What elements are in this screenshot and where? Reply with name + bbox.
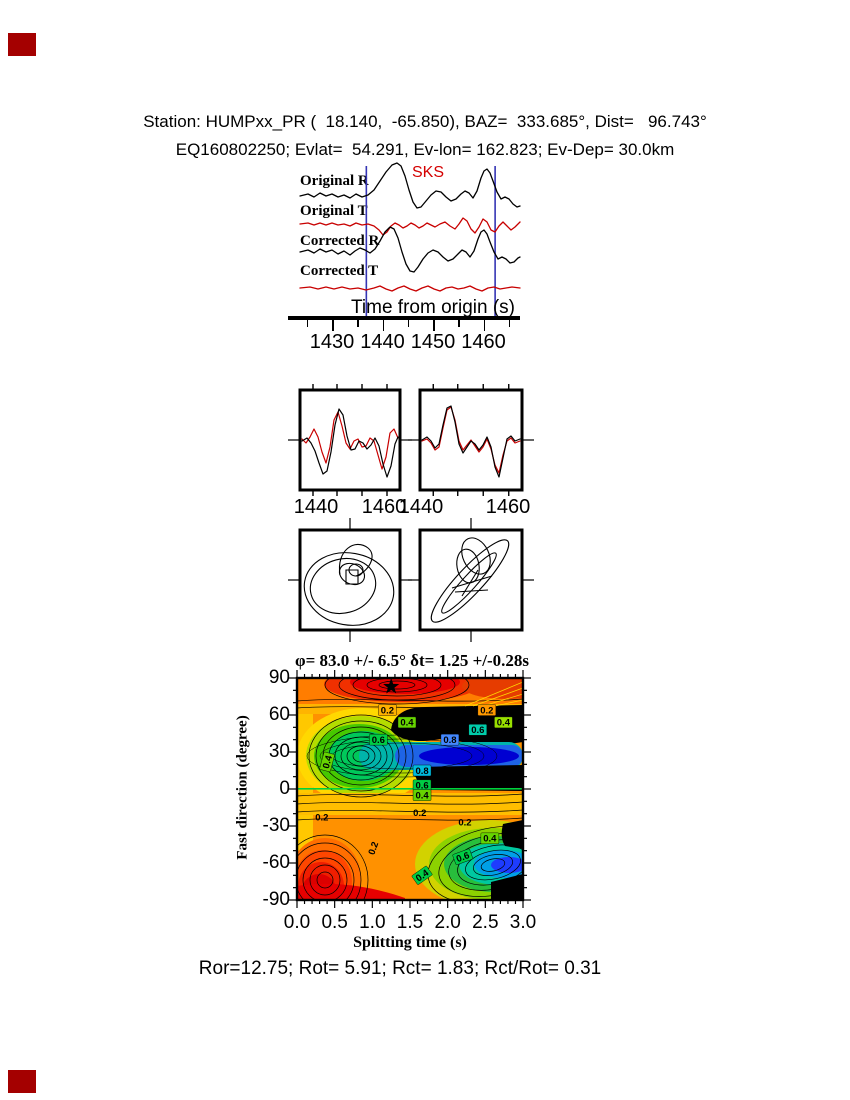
contour-field: 0.20.40.6 0.80.60.20.40.40.80.60.40.2 0.20… xyxy=(297,678,523,900)
time-axis-tick-label: 1430 xyxy=(309,331,355,353)
particle-motion-frame xyxy=(418,528,524,632)
contour-ytick-label: -60 xyxy=(262,851,290,873)
contour-value-label: 0.6 xyxy=(369,733,388,746)
contour-ytick-label: 0 xyxy=(279,777,290,799)
time-axis-tick xyxy=(458,320,460,327)
svg-text:0.8: 0.8 xyxy=(415,766,428,777)
contour-xtick-label: 2.0 xyxy=(434,912,461,933)
fs-right-tick-1460: 1460 xyxy=(485,496,531,518)
contour-value-label: 0.8 xyxy=(412,764,432,777)
contour-ytick-label: 60 xyxy=(268,703,290,725)
contour-value-label: 0.4 xyxy=(480,832,500,845)
time-axis-tick xyxy=(508,320,511,327)
trace-label-corrected-r: Corrected R xyxy=(300,233,380,249)
contour-xlabel: Splitting time (s) xyxy=(353,934,467,951)
trace-label-original-t: Original T xyxy=(300,203,368,219)
contour-value-label: 0.2 xyxy=(315,813,328,824)
contour-value-label: 0.4 xyxy=(494,716,513,729)
contour-xtick-label: 0.5 xyxy=(321,912,348,933)
svg-text:0.4: 0.4 xyxy=(321,754,335,770)
svg-text:0.4: 0.4 xyxy=(415,790,429,801)
contour-value-label: 0.2 xyxy=(378,704,397,716)
particle-motion-boxes xyxy=(288,518,534,642)
contour-ytick-label: -30 xyxy=(262,814,290,836)
registration-mark-top-left xyxy=(8,33,36,56)
time-axis-tick-label: 1440 xyxy=(360,331,405,353)
contour-value-label: 0.6 xyxy=(468,724,487,736)
svg-text:0.2: 0.2 xyxy=(381,705,394,716)
time-axis-tick xyxy=(357,320,359,327)
trace-label-original-r: Original R xyxy=(300,173,369,189)
contour-value-label: 0.2 xyxy=(477,704,497,716)
contour-xtick-label: 0.0 xyxy=(283,912,311,933)
fs-left-tick-1460: 1460 xyxy=(361,496,407,518)
contour-xtick-label: 1.5 xyxy=(396,912,424,933)
contour-value-label: 0.2 xyxy=(458,818,471,829)
quality-stats-line: Ror=12.75; Rot= 5.91; Rct= 1.83; Rct/Rot… xyxy=(198,958,602,979)
svg-text:0.4: 0.4 xyxy=(483,834,497,845)
waveform-traces-plot xyxy=(299,162,521,320)
contour-value-labels: 0.20.40.6 0.80.60.20.40.40.80.60.40.2 0.20… xyxy=(315,704,513,885)
contour-value-label: 0.2 xyxy=(413,808,426,819)
svg-text:0.8: 0.8 xyxy=(443,735,456,746)
contour-xtick-label: 1.0 xyxy=(359,912,386,933)
contour-xtick-label: 3.0 xyxy=(509,912,537,933)
svg-text:0.2: 0.2 xyxy=(458,818,471,829)
fast-slow-overlay-boxes xyxy=(288,384,534,496)
contour-value-label: 0.6 xyxy=(452,848,473,865)
time-axis-tick xyxy=(483,320,486,331)
best-fit-star xyxy=(383,678,400,694)
contour-ytick-label: 30 xyxy=(268,740,290,762)
contour-title: φ= 83.0 +/- 6.5° δt= 1.25 +/-0.28s xyxy=(294,651,530,670)
time-axis-tick-label: 1450 xyxy=(410,331,456,353)
contour-value-label: 0.4 xyxy=(412,789,432,801)
contour-map: 0.20.40.6 0.80.60.20.40.40.80.60.40.2 0.20… xyxy=(289,670,531,908)
fs-right-tick-1440: 1440 xyxy=(398,496,444,518)
contour-xtick-label: 2.5 xyxy=(472,912,499,933)
svg-text:0.6: 0.6 xyxy=(415,781,428,792)
contour-ytick-label: -90 xyxy=(262,888,290,910)
svg-text:0.2: 0.2 xyxy=(480,705,493,716)
fast-slow-box-frame xyxy=(298,388,402,492)
contour-value-label: 0.4 xyxy=(319,751,335,772)
time-axis-bar xyxy=(288,316,520,320)
svg-text:0.4: 0.4 xyxy=(497,718,511,729)
time-axis-tick-label: 1460 xyxy=(461,331,506,353)
time-axis-title: Time from origin (s) xyxy=(351,297,515,318)
contour-axis-ticks xyxy=(289,670,531,908)
svg-text:0.2: 0.2 xyxy=(366,840,381,856)
svg-text:0.4: 0.4 xyxy=(400,718,414,729)
time-axis-tick xyxy=(407,320,410,327)
trace-label-corrected-t: Corrected T xyxy=(300,263,379,279)
time-axis-tick xyxy=(433,320,435,331)
contour-value-label: 0.4 xyxy=(397,716,417,729)
contour-ytick-label: 90 xyxy=(268,667,290,688)
contour-value-label: 0.8 xyxy=(440,733,460,746)
svg-text:0.2: 0.2 xyxy=(413,808,426,819)
station-header-line: Station: HUMPxx_PR ( 18.140, -65.850), B… xyxy=(143,112,707,131)
svg-text:0.6: 0.6 xyxy=(455,850,471,865)
contour-value-label: 0.2 xyxy=(366,840,381,856)
zero-degree-contour-line xyxy=(297,788,523,790)
svg-text:0.6: 0.6 xyxy=(471,725,484,736)
svg-text:0.6: 0.6 xyxy=(372,735,385,746)
time-axis-tick xyxy=(306,320,309,327)
event-header-line: EQ160802250; Evlat= 54.291, Ev-lon= 162.… xyxy=(175,140,675,159)
contour-lines xyxy=(297,678,523,900)
particle-motion-frame xyxy=(298,528,402,632)
phase-label-sks: SKS xyxy=(412,164,445,181)
registration-mark-bottom-left xyxy=(8,1070,36,1093)
time-axis-tick xyxy=(332,320,334,331)
time-axis-tick xyxy=(382,320,385,331)
svg-text:0.2: 0.2 xyxy=(315,813,328,824)
fs-left-tick-1440: 1440 xyxy=(293,496,339,518)
